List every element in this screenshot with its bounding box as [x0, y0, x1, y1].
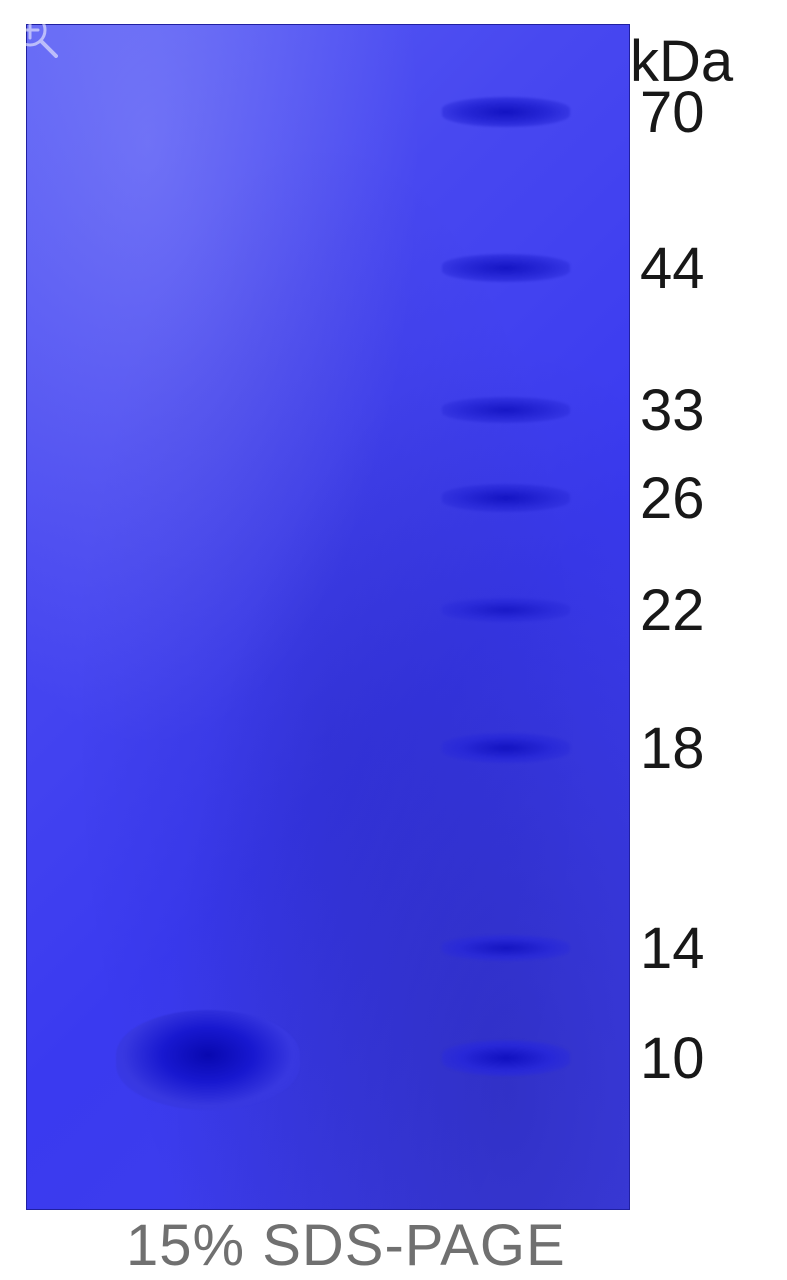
ladder-band-label: 44 — [640, 235, 705, 302]
ladder-band — [442, 733, 570, 763]
magnify-plus-icon[interactable] — [8, 8, 62, 62]
ladder-band-label: 22 — [640, 577, 705, 644]
ladder-band-label: 26 — [640, 465, 705, 532]
ladder-band-label: 18 — [640, 715, 705, 782]
ladder-band-label: 70 — [640, 79, 705, 146]
ladder-band-label: 14 — [640, 915, 705, 982]
ladder-band — [442, 254, 570, 282]
ladder-band — [442, 484, 570, 512]
sample-protein-band — [116, 1010, 300, 1110]
gel-figure: kDa 7044332622181410 15% SDS-PAGE — [0, 0, 787, 1280]
ladder-band — [442, 1040, 570, 1076]
ladder-band — [442, 935, 570, 961]
ladder-band-label: 33 — [640, 377, 705, 444]
ladder-band — [442, 598, 570, 622]
ladder-band — [442, 397, 570, 423]
gel-caption: 15% SDS-PAGE — [126, 1212, 566, 1279]
ladder-band — [442, 97, 570, 127]
ladder-band-label: 10 — [640, 1025, 705, 1092]
